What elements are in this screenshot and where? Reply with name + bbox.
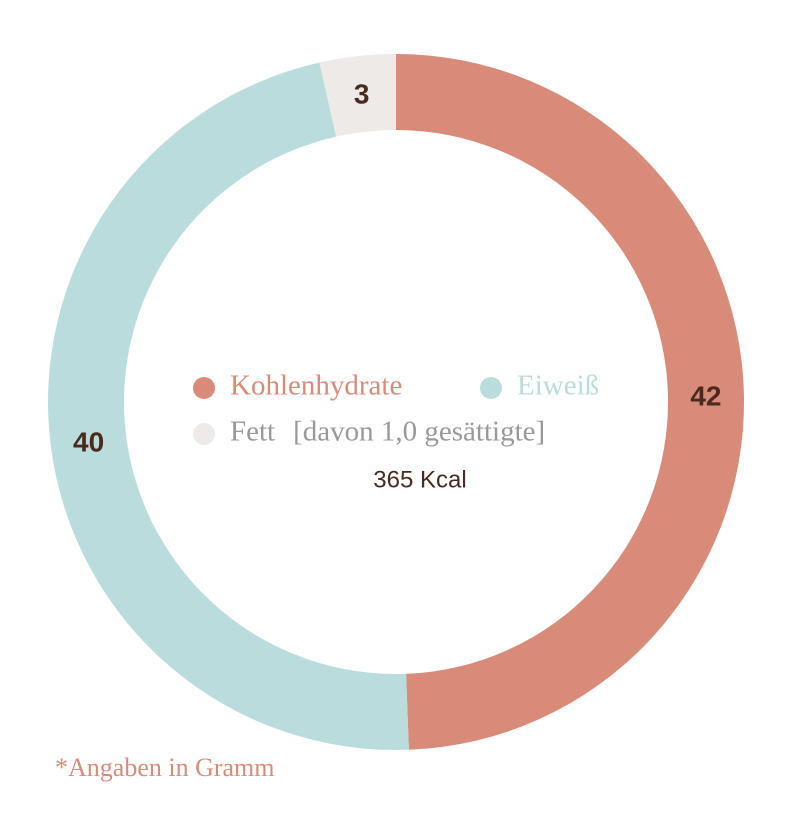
slice [47, 62, 409, 750]
center-text: 365 Kcal [373, 466, 466, 493]
data-label: 42 [690, 381, 721, 412]
legend-marker [480, 377, 502, 399]
legend-label: Eiweiß [517, 370, 599, 402]
legend-label: Kohlenhydrate [230, 370, 402, 402]
legend-label: Fett [230, 416, 275, 448]
legend-marker [193, 423, 215, 445]
legend-note: [davon 1,0 gesättigte] [293, 416, 545, 448]
legend-marker [193, 377, 215, 399]
data-label: 3 [354, 78, 370, 109]
slice [396, 54, 745, 750]
footnote: *Angaben in Gramm [55, 753, 275, 782]
slice [319, 54, 396, 137]
data-label: 40 [73, 426, 104, 457]
